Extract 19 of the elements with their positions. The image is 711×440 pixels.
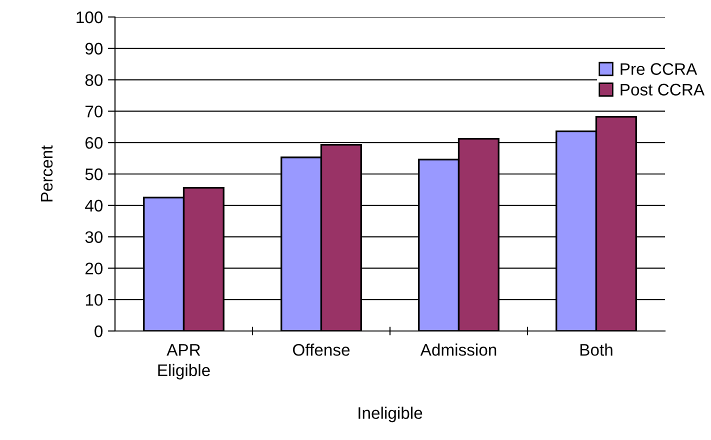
y-tick-label: 90 <box>85 42 103 55</box>
y-tick-label: 0 <box>94 325 103 338</box>
x-tick-label: Admission <box>420 344 496 356</box>
x-tick-label: APR Eligible <box>158 344 210 380</box>
y-tick-label: 50 <box>85 168 103 180</box>
y-tick-label: 30 <box>85 231 103 244</box>
y-tick-label: 20 <box>85 262 103 274</box>
y-tick-label: 10 <box>86 294 103 306</box>
legend-label: Pre CCRA <box>620 63 698 75</box>
y-tick-label: 70 <box>86 106 103 118</box>
y-tick-label: 100 <box>76 11 103 24</box>
y-tick-label: 80 <box>85 74 103 86</box>
x-axis-title: Ineligible <box>358 406 422 422</box>
y-tick-label: 60 <box>86 137 103 149</box>
x-tick-label: Both <box>580 344 612 356</box>
y-axis-title: Percent <box>41 145 53 202</box>
y-tick-label: 40 <box>85 200 103 212</box>
legend-label: Post CCRA <box>620 84 705 96</box>
x-tick-label: Offense <box>293 344 350 356</box>
